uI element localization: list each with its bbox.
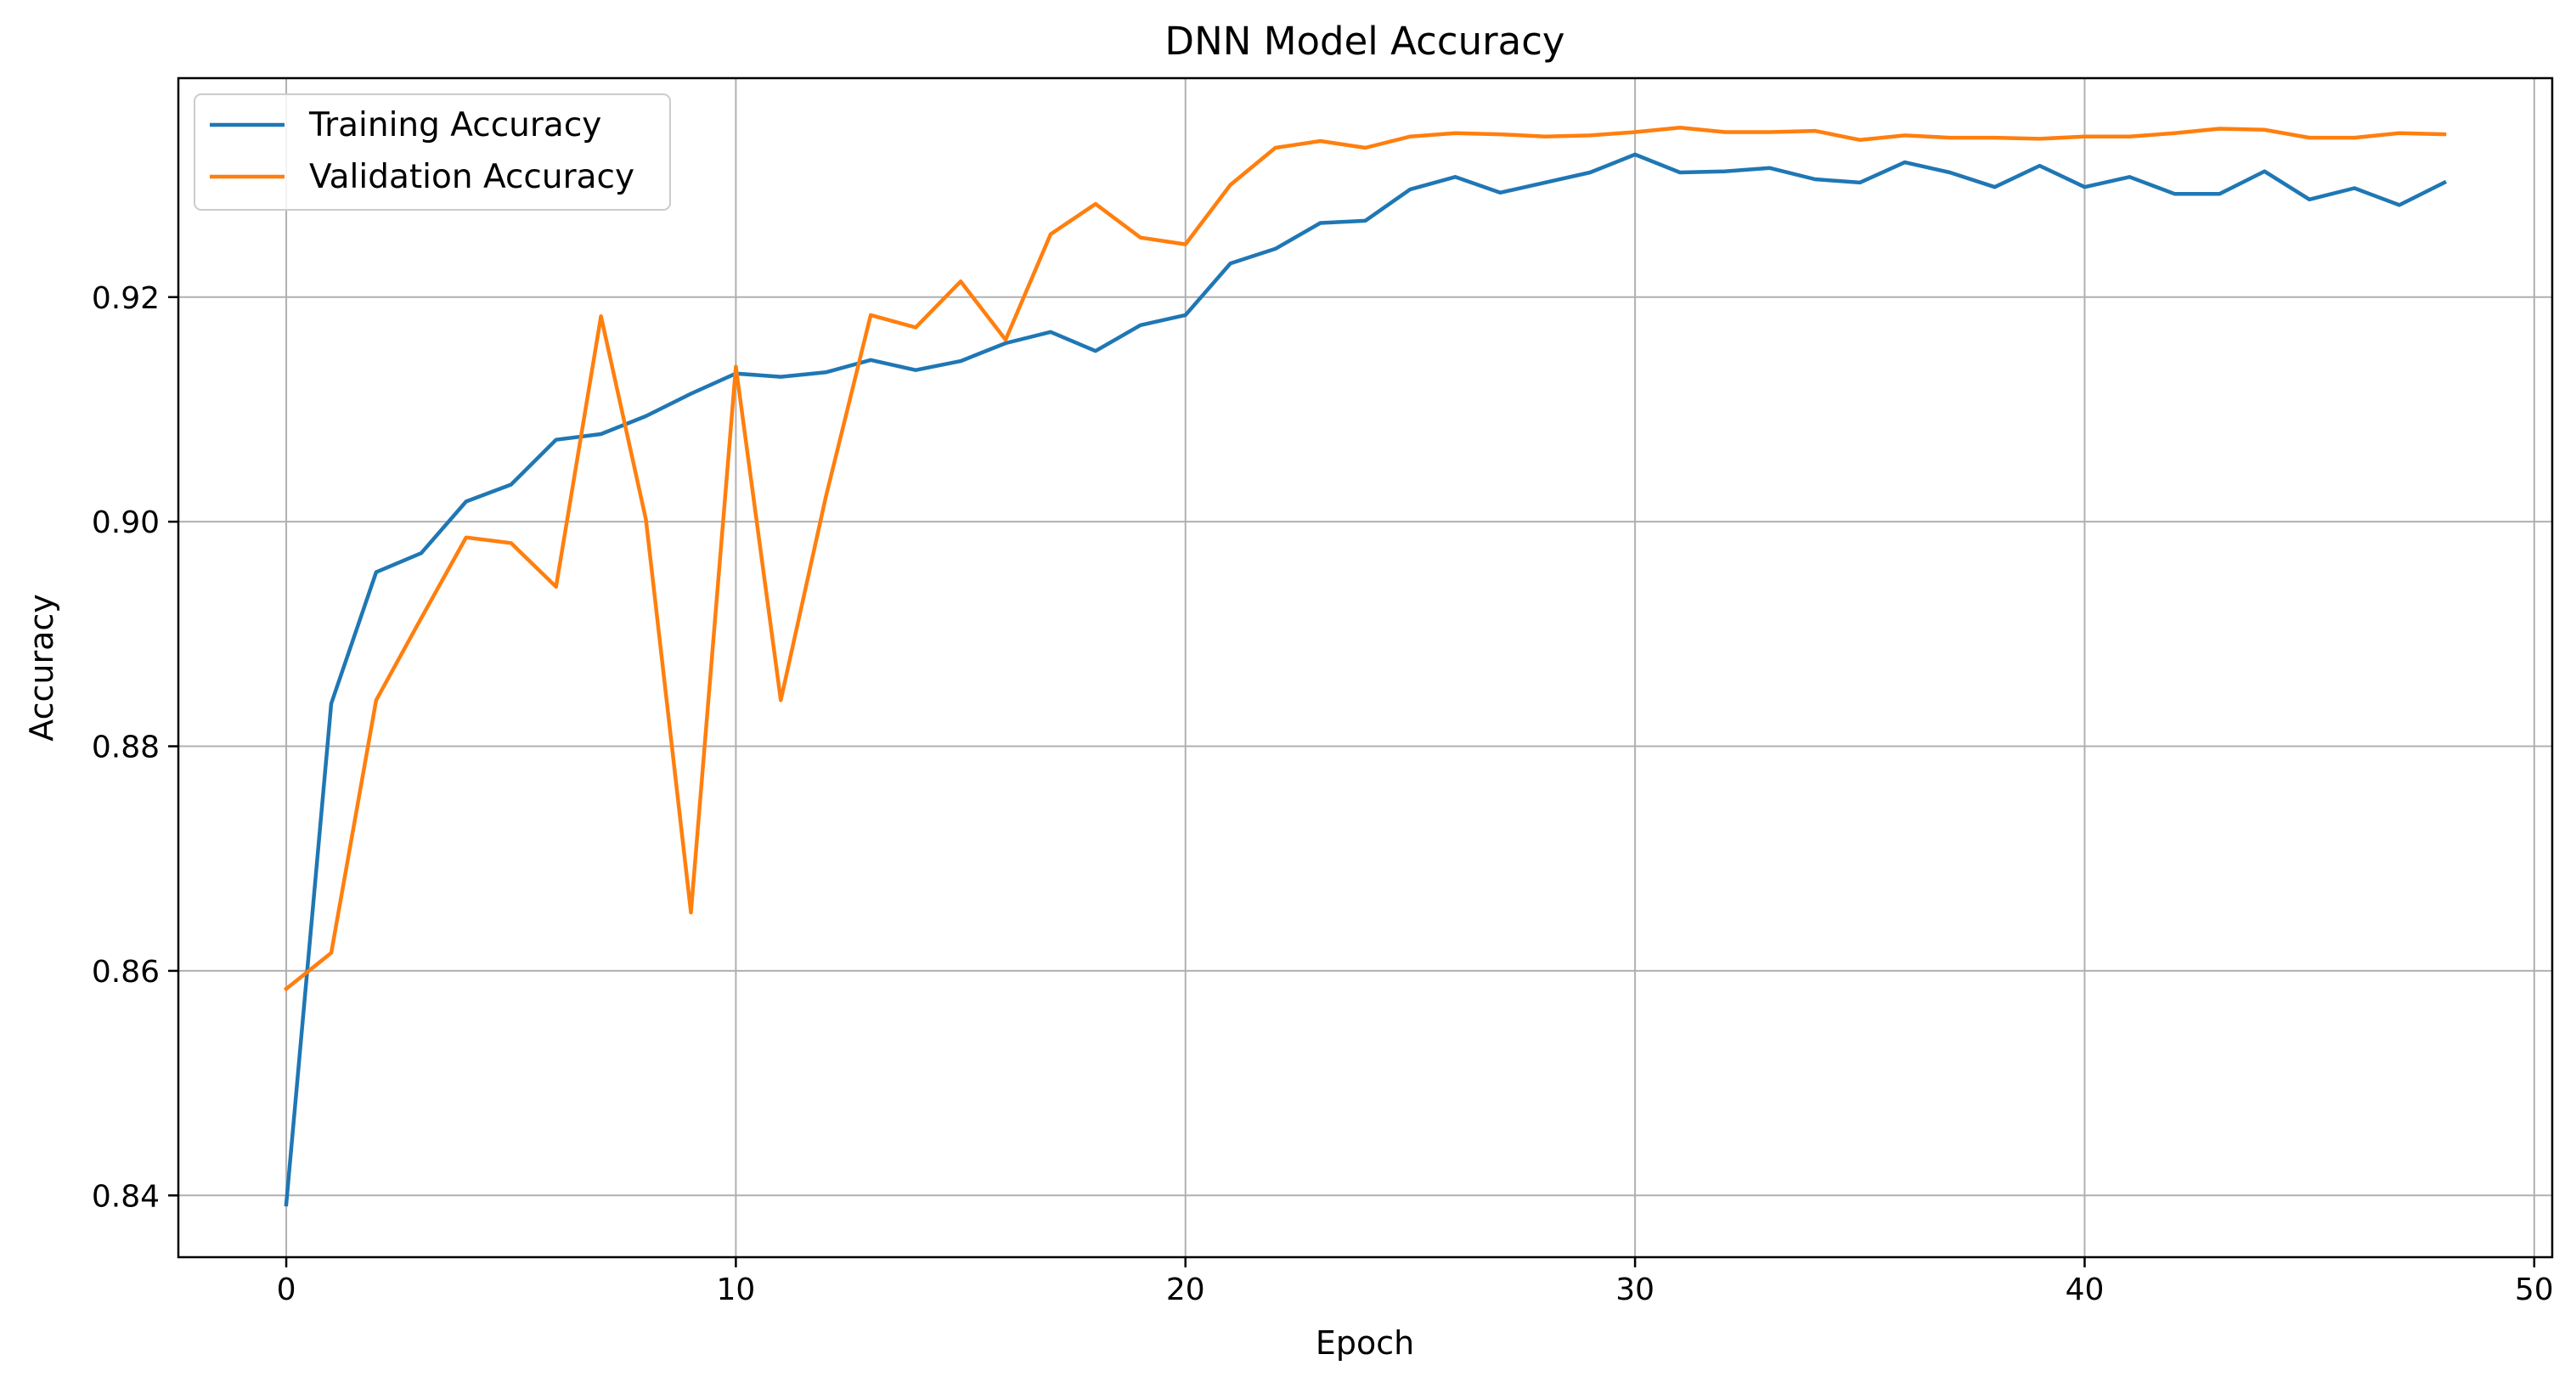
grid: [178, 78, 2552, 1257]
x-axis-title: Epoch: [1316, 1324, 1414, 1362]
x-tick-label: 20: [1166, 1272, 1205, 1307]
legend-label-training: Training Accuracy: [308, 106, 601, 144]
series-line-training: [284, 152, 2448, 1207]
y-tick-label: 0.90: [92, 505, 160, 540]
legend-box: [194, 93, 671, 211]
y-tick-label: 0.88: [92, 731, 160, 765]
series-line-validation: [283, 125, 2447, 992]
plot-frame: [177, 76, 2554, 1259]
x-tick-label: 0: [277, 1272, 296, 1307]
x-tick-label: 50: [2515, 1272, 2554, 1307]
x-tick-label: 10: [716, 1272, 755, 1307]
x-tick-label: 40: [2066, 1272, 2105, 1307]
x-tick-label: 30: [1615, 1272, 1654, 1307]
legend-label-validation: Validation Accuracy: [309, 158, 634, 196]
series-layer: [283, 125, 2448, 1207]
y-tick-label: 0.86: [92, 955, 160, 990]
y-tick-label: 0.92: [92, 281, 160, 316]
legend: Training Accuracy Validation Accuracy: [194, 93, 671, 211]
ticks: 0 10 20 30 40 50 0.84 0.86 0.88 0.90 0.92: [92, 281, 2554, 1307]
chart-title: DNN Model Accuracy: [1164, 19, 1564, 64]
y-tick-label: 0.84: [92, 1179, 160, 1214]
y-axis-title: Accuracy: [23, 594, 60, 742]
